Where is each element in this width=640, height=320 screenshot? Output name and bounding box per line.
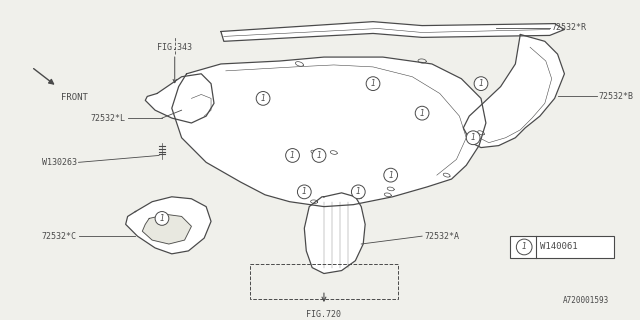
- Circle shape: [474, 77, 488, 91]
- Circle shape: [155, 212, 169, 225]
- FancyBboxPatch shape: [511, 236, 614, 258]
- Text: A720001593: A720001593: [563, 296, 609, 305]
- Text: 1: 1: [317, 151, 321, 160]
- Text: 72532*B: 72532*B: [599, 92, 634, 101]
- Polygon shape: [142, 214, 191, 244]
- Polygon shape: [463, 35, 564, 148]
- Text: 72532*C: 72532*C: [42, 232, 77, 241]
- Text: 1: 1: [260, 94, 266, 103]
- Text: 72532*R: 72532*R: [552, 23, 587, 32]
- Text: 1: 1: [159, 214, 164, 223]
- Circle shape: [366, 77, 380, 91]
- Polygon shape: [172, 57, 486, 207]
- Circle shape: [312, 148, 326, 162]
- Text: 1: 1: [522, 243, 527, 252]
- Bar: [250, 264, 397, 299]
- Polygon shape: [145, 74, 214, 123]
- Polygon shape: [304, 193, 365, 274]
- Text: FIG.343: FIG.343: [157, 43, 192, 52]
- Text: 72532*A: 72532*A: [424, 232, 459, 241]
- Polygon shape: [125, 197, 211, 254]
- Circle shape: [516, 239, 532, 255]
- Circle shape: [384, 168, 397, 182]
- Circle shape: [285, 148, 300, 162]
- Text: 1: 1: [371, 79, 376, 88]
- Text: 1: 1: [302, 188, 307, 196]
- Text: W140061: W140061: [540, 243, 577, 252]
- Circle shape: [256, 92, 270, 105]
- Text: FIG.720: FIG.720: [307, 310, 342, 319]
- Circle shape: [467, 131, 480, 145]
- Circle shape: [298, 185, 311, 199]
- Text: 1: 1: [356, 188, 361, 196]
- Text: 1: 1: [388, 171, 393, 180]
- Circle shape: [351, 185, 365, 199]
- Text: 1: 1: [290, 151, 295, 160]
- Polygon shape: [221, 22, 564, 41]
- Text: 72532*L: 72532*L: [91, 114, 125, 123]
- Text: 1: 1: [479, 79, 483, 88]
- Text: W130263: W130263: [42, 158, 77, 167]
- Text: FRONT: FRONT: [61, 93, 88, 102]
- Text: 1: 1: [470, 133, 476, 142]
- Circle shape: [415, 106, 429, 120]
- Text: 1: 1: [420, 109, 424, 118]
